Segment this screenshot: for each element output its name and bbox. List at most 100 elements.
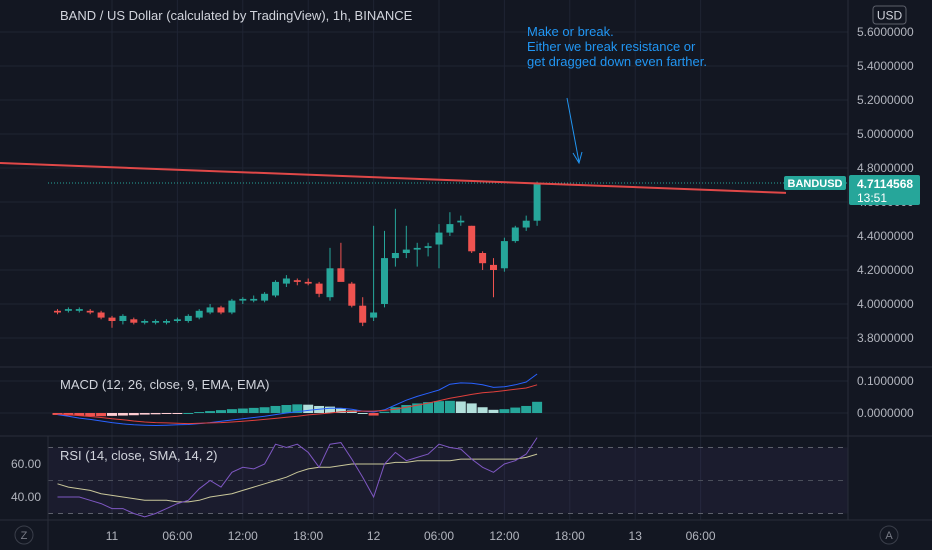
macd-histogram-bar [444,400,455,413]
candle-body [446,224,454,233]
rsi-tick-label: 40.00 [11,490,41,504]
macd-histogram-bar [303,404,314,413]
candle-body [261,293,269,301]
price-tick-label: 4.4000000 [857,229,914,243]
rsi-left-axis: 60.00 40.00 [11,457,41,504]
symbol-badge: BANDUSD [784,176,846,191]
candle [206,304,214,315]
candle [217,305,225,315]
macd-histogram-bar [183,413,194,414]
macd-histogram-bar [532,401,543,413]
candle-body [490,264,497,270]
annotation-text[interactable]: Make or break. Either we break resistanc… [527,24,707,69]
candle [75,307,83,313]
candle-body [424,246,432,248]
candle [533,181,541,226]
candle [424,242,432,257]
macd-histogram-bar [521,405,532,413]
currency-button[interactable]: USD [872,5,907,25]
candle-body [86,310,94,313]
candle-body [500,241,508,269]
macd-line [57,373,538,427]
macd-histogram-bar [161,413,172,414]
candle-body [184,315,192,321]
candle [195,309,203,320]
rsi-title: RSI (14, close, SMA, 14, 2) [60,448,218,463]
time-tick-label: 06:00 [424,529,454,543]
time-tick-label: 18:00 [555,529,585,543]
macd-histogram-bar [96,413,107,417]
macd-histogram-bar [128,413,139,416]
macd-histogram-bar [488,409,499,413]
candle-body [511,227,519,242]
macd-histogram-bar [74,413,85,416]
symbol-badge-label: BANDUSD [788,178,843,190]
candle-body [370,312,378,318]
macd-histogram-bar [139,413,150,415]
macd-title: MACD (12, 26, close, 9, EMA, EMA) [60,377,270,392]
candle [282,275,290,287]
candle [108,315,116,328]
annotation-line-3: get dragged down even farther. [527,54,707,69]
macd-tick-label: 0.0000000 [857,406,914,420]
candle [479,251,487,270]
grid-lines [0,0,848,520]
price-tick-label: 5.0000000 [857,127,914,141]
macd-histogram-bar [434,401,444,413]
auto-scale-button-right[interactable]: A [879,525,899,545]
candle [141,319,149,325]
candle-body [435,232,443,245]
currency-label: USD [877,9,903,23]
candle [54,309,61,315]
time-tick-label: 12:00 [489,529,519,543]
annotation-arrow[interactable] [566,97,583,165]
candle [413,242,421,267]
candle-body [64,309,72,311]
rsi-group [57,437,538,518]
candle-body [413,247,421,250]
candle [239,297,247,304]
rsi-tick-label: 60.00 [11,457,41,471]
candle-body [533,183,541,221]
candle-body [348,283,356,306]
macd-histogram-bar [237,408,248,413]
candle-body [391,253,399,259]
candle [511,225,519,243]
candle [272,280,279,298]
candle-body [228,300,236,313]
macd-signal-line [57,384,538,425]
price-axis[interactable]: 5.6000000 5.4000000 5.2000000 5.0000000 4.80… [857,25,914,420]
candle-body [130,319,138,323]
macd-histogram-bar [172,413,183,414]
macd-histogram-bar [379,411,390,413]
macd-histogram-bar [477,407,488,413]
macd-histogram-bar [117,413,128,416]
candle-body [402,249,410,253]
candle-body [479,253,487,264]
candle-body [315,283,323,294]
candle [250,295,258,303]
macd-histogram-bar [259,407,270,413]
auto-zoom-button-left[interactable]: Z [14,525,34,545]
candle-body [141,321,149,323]
resistance-line[interactable] [0,161,787,194]
time-tick-label: 12:00 [228,529,258,543]
macd-histogram-bar [85,413,96,417]
time-axis[interactable]: 11 06:00 12:00 18:00 12 06:00 12:00 18:00 13 06:0… [106,529,716,543]
candle [457,215,465,226]
chart-title: BAND / US Dollar (calculated by TradingV… [60,8,413,23]
candle [86,309,94,315]
right-footer-label: A [885,530,893,542]
candle-body [75,309,83,311]
candle-body [468,225,476,252]
candle [130,317,138,325]
time-tick-label: 06:00 [686,529,716,543]
macd-histogram-bar [357,413,368,414]
candle-body [54,310,61,313]
candle [184,314,192,323]
macd-histogram-bar [248,407,259,413]
candle-body [119,315,127,321]
candle-body [239,298,247,301]
candle-body [206,307,214,313]
candle [152,319,160,325]
